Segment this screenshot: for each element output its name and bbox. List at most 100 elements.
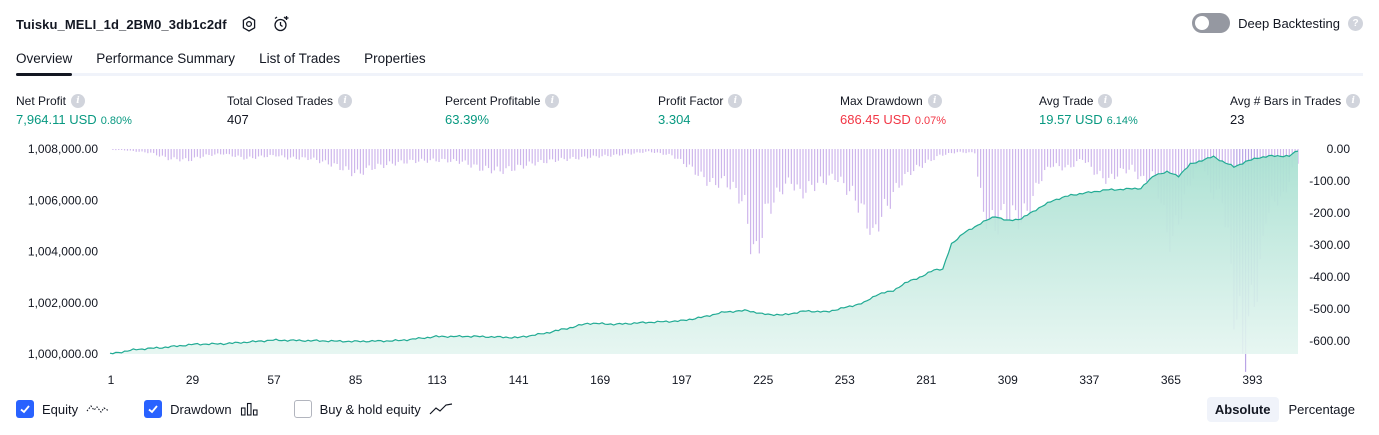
settings-icon[interactable] <box>239 14 259 34</box>
drawdown-bar <box>808 149 810 182</box>
drawdown-bar <box>240 149 242 157</box>
drawdown-bar <box>875 149 877 225</box>
stat-value: 19.57 USD <box>1039 112 1103 127</box>
drawdown-label: Drawdown <box>170 401 232 417</box>
info-icon[interactable]: i <box>71 94 86 108</box>
buy-hold-checkbox[interactable] <box>293 400 312 418</box>
drawdown-bar <box>284 149 286 158</box>
absolute-button[interactable]: Absolute <box>1206 397 1279 422</box>
drawdown-bar <box>260 149 263 156</box>
legend-buy-hold[interactable]: Buy & hold equity <box>293 400 453 418</box>
drawdown-bar <box>802 149 804 199</box>
drawdown-bar <box>799 149 801 189</box>
drawdown-bar <box>543 149 545 163</box>
help-icon[interactable]: ? <box>1348 15 1363 31</box>
drawdown-bar <box>452 149 455 160</box>
drawdown-bar <box>321 149 324 162</box>
drawdown-bar <box>837 149 839 183</box>
drawdown-bar <box>161 149 164 156</box>
chart-legend: Equity Drawdown Buy & hold equity <box>16 400 453 418</box>
drawdown-bar <box>132 149 134 151</box>
deep-backtesting-toggle[interactable] <box>1192 13 1231 33</box>
x-tick-label: 393 <box>1242 373 1262 387</box>
drawdown-bar <box>892 149 894 193</box>
info-icon[interactable]: i <box>1346 94 1361 108</box>
drawdown-bar <box>313 149 315 158</box>
info-icon[interactable]: i <box>1098 94 1113 108</box>
stat-label: Total Closed Trades <box>227 94 334 108</box>
x-axis: 1 29 57 85 113 141 169 197 225 253 281 309 337 365 393 <box>108 373 1263 387</box>
drawdown-bar <box>566 149 568 161</box>
drawdown-bar <box>779 149 781 192</box>
drawdown-bar <box>738 149 740 204</box>
drawdown-bar <box>796 149 798 185</box>
tab-overview[interactable]: Overview <box>16 44 73 76</box>
drawdown-bar <box>1000 149 1002 211</box>
drawdown-bar <box>374 149 376 170</box>
drawdown-bar <box>1087 149 1089 163</box>
drawdown-bar <box>968 149 970 153</box>
right-tick-label: -600.00 <box>1309 334 1350 348</box>
drawdown-bar <box>519 149 522 166</box>
drawdown-bar <box>811 149 813 185</box>
drawdown-bar <box>406 149 408 164</box>
info-icon[interactable]: i <box>338 94 353 108</box>
stat-value: 3.304 <box>658 112 691 127</box>
drawdown-bar <box>234 149 236 157</box>
info-icon[interactable]: i <box>545 94 560 108</box>
drawdown-bar <box>1116 149 1119 177</box>
legend-drawdown[interactable]: Drawdown <box>144 400 259 418</box>
drawdown-bar <box>316 149 318 160</box>
drawdown-bar <box>214 149 216 155</box>
drawdown-bar <box>563 149 565 160</box>
info-icon[interactable]: i <box>927 94 942 108</box>
drawdown-bar <box>1140 149 1142 177</box>
drawdown-bar <box>1093 149 1095 175</box>
info-icon[interactable]: i <box>728 94 743 108</box>
equity-label: Equity <box>42 401 79 417</box>
legend-equity[interactable]: Equity <box>16 400 110 418</box>
percentage-button[interactable]: Percentage <box>1288 402 1356 417</box>
drawdown-bar <box>889 149 891 209</box>
drawdown-bar <box>683 149 685 164</box>
drawdown-bar <box>266 149 268 158</box>
drawdown-bar <box>476 149 478 165</box>
drawdown-bar <box>936 149 938 157</box>
drawdown-bar <box>878 149 880 232</box>
equity-drawdown-chart[interactable]: 1,000,000.00 1,002,000.00 1,004,000.00 1,00… <box>0 138 1379 390</box>
stat-value: 686.45 USD <box>840 112 911 127</box>
add-alert-icon[interactable] <box>271 14 291 34</box>
stat-max-drawdown: Max Drawdown i 686.45 USD 0.07% <box>840 93 946 127</box>
tab-list-of-trades[interactable]: List of Trades <box>259 51 341 66</box>
drawdown-bar <box>962 149 964 153</box>
drawdown-bar <box>193 149 196 158</box>
drawdown-bar <box>551 149 554 160</box>
drawdown-bar <box>1020 149 1022 223</box>
drawdown-bar <box>685 149 688 168</box>
drawdown-bar <box>933 149 935 161</box>
drawdown-bar <box>202 149 204 157</box>
tab-performance-summary[interactable]: Performance Summary <box>96 51 236 66</box>
x-tick-label: 57 <box>267 373 281 387</box>
drawdown-bar <box>330 149 332 167</box>
drawdown-bar <box>546 149 548 164</box>
drawdown-bar <box>1102 149 1104 179</box>
x-tick-label: 225 <box>753 373 773 387</box>
strategy-title: Tuisku_MELI_1d_2BM0_3db1c2df <box>16 16 227 32</box>
drawdown-bar <box>418 149 420 162</box>
drawdown-bar <box>915 149 918 165</box>
drawdown-bar <box>365 149 367 168</box>
drawdown-bar <box>848 149 851 192</box>
drawdown-bar <box>362 149 364 175</box>
drawdown-bar <box>272 149 274 156</box>
drawdown-bar <box>295 149 297 160</box>
drawdown-bar <box>368 149 370 166</box>
equity-checkbox[interactable] <box>16 400 34 418</box>
equity-line-icon <box>86 405 110 413</box>
drawdown-bar <box>924 149 926 163</box>
drawdown-checkbox[interactable] <box>144 400 163 418</box>
stats-row: Net Profit i 7,964.11 USD 0.80% Total Clos… <box>0 93 1379 129</box>
tab-properties[interactable]: Properties <box>364 51 426 66</box>
drawdown-bar <box>348 149 350 170</box>
drawdown-bar <box>1076 149 1078 162</box>
